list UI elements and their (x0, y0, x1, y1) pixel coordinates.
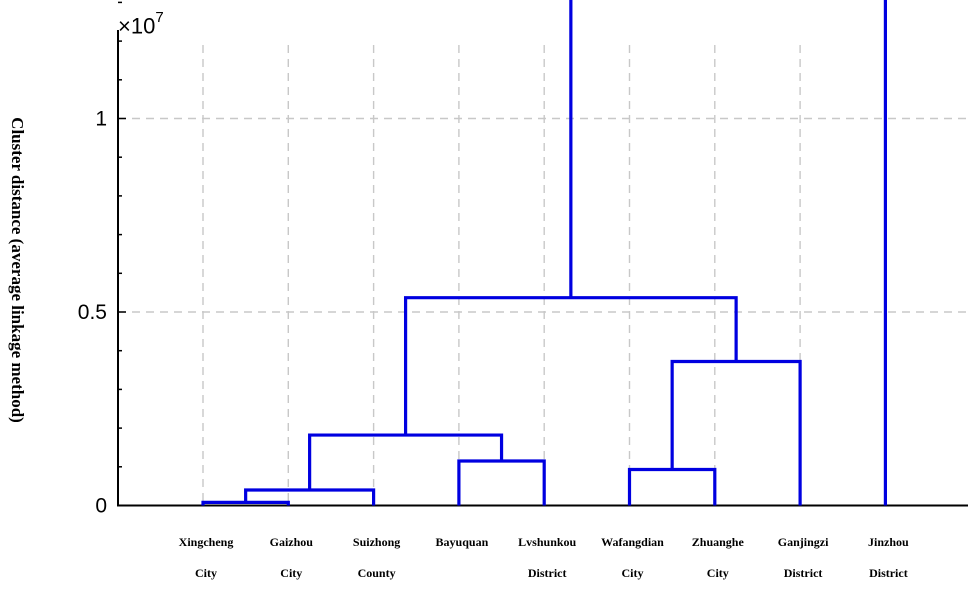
dendrogram-link (569, 0, 887, 506)
leaf-label-line1: Wafangdian (601, 535, 664, 549)
dendrogram-link (627, 467, 717, 506)
y-tick-label: 0 (95, 495, 107, 518)
leaf-label-line1: Lvshunkou (518, 535, 576, 549)
leaf-label-line2: City (707, 566, 729, 580)
leaf-label-line2: District (528, 566, 567, 580)
leaf-label-line2: District (784, 566, 823, 580)
leaf-labels: Xingcheng City Gaizhou City Suizhong County Ba… (179, 535, 909, 580)
dendrogram-link (670, 359, 802, 506)
leaf-label-line1: Zhuanghe (692, 535, 745, 549)
leaf-label-line1: Gaizhou (270, 535, 314, 549)
leaf-label-line1: Bayuquan (436, 535, 489, 549)
dendrogram-link (457, 459, 546, 506)
leaf-label-line1: Jinzhou (868, 535, 909, 549)
y-tick-label: 1 (95, 108, 107, 131)
y-tick-label: 0.5 (78, 301, 107, 324)
dendrogram-link (403, 296, 738, 436)
leaf-label-line1: Xingcheng (179, 535, 234, 549)
dendrogram-links (201, 0, 887, 506)
multiplier-exponent: 7 (155, 9, 164, 26)
y-axis-multiplier: ×107 (118, 9, 164, 39)
leaf-label-line2: City (622, 566, 644, 580)
axes: 00.511.52 (78, 1, 968, 518)
grid (118, 45, 968, 506)
leaf-label-line2: County (358, 566, 396, 580)
multiplier-base: ×10 (118, 13, 156, 39)
leaf-label-line2: City (195, 566, 217, 580)
leaf-label-line2: District (869, 566, 908, 580)
leaf-label-line1: Suizhong (353, 535, 400, 549)
leaf-label-line2: City (280, 566, 302, 580)
leaf-label-line1: Ganjingzi (778, 535, 829, 549)
